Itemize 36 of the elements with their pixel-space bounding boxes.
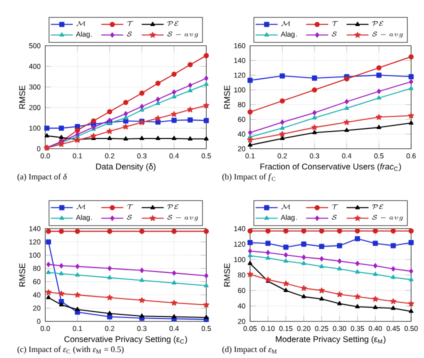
legend-label: $\mathcal{T}$ [332, 21, 338, 26]
x-axis-title: Conservative Privacy Setting (ε$_{C}$) [64, 336, 188, 344]
y-axis-title: RMSE [224, 86, 230, 109]
legend-label: $\mathcal{M}$ [281, 21, 290, 26]
legend-label: $\mathcal{S}-avg$ [167, 32, 198, 38]
legend-label: $\mathcal{T}$ [127, 21, 134, 26]
text: (c) Impact of ε$_{C}$ (with ε$_{M}$ = 0.5) [18, 346, 124, 354]
legend-label: $\mathcal{S}$ [332, 215, 337, 220]
text: (a) Impact of δ [18, 174, 67, 182]
legend-label: $\mathcal{S}$ [126, 32, 132, 37]
x-axis-title: Moderate Privacy Setting (ε$_{M}$) [276, 336, 386, 344]
x-axis-title: Fraction of Conservative Users (frac$_{C}$) [260, 164, 401, 172]
legend-label: $\mathrm{Alag.}$ [76, 32, 92, 38]
text: (d) Impact of ε$_{M}$ [222, 346, 277, 354]
legend-label: $\mathcal{S}-avg$ [167, 215, 198, 222]
y-axis-title: RMSE [19, 86, 26, 109]
legend-label: $\mathrm{Alag.}$ [280, 214, 297, 222]
legend-label: $\mathcal{T}$ [332, 204, 338, 210]
legend-label: $\mathcal{M}$ [281, 204, 290, 210]
legend-label: $\mathcal{S}-avg$ [372, 32, 403, 38]
legend-label: $\mathcal{M}$ [76, 204, 86, 210]
x-axis-title: Data Density (δ) [96, 164, 156, 172]
legend-label: $\mathrm{Alag.}$ [280, 32, 297, 38]
legend-label: $\mathcal{T}$ [127, 204, 134, 210]
legend-label: $\mathcal{PE}$ [372, 204, 384, 210]
legend-label: $\mathcal{PE}$ [372, 21, 384, 26]
y-axis-title: RMSE [224, 264, 230, 287]
legend-label: $\mathcal{PE}$ [167, 21, 178, 26]
legend-label: $\mathcal{S}-avg$ [372, 215, 403, 222]
legend-label: $\mathrm{Alag.}$ [76, 214, 92, 222]
legend-label: $\mathcal{M}$ [76, 21, 86, 26]
legend-label: $\mathcal{S}$ [332, 32, 337, 37]
y-axis-title: RMSE [19, 264, 26, 287]
legend-label: $\mathcal{PE}$ [167, 204, 178, 210]
text: (b) Impact of f$_{C}$ [222, 174, 276, 182]
legend-label: $\mathcal{S}$ [126, 215, 132, 220]
